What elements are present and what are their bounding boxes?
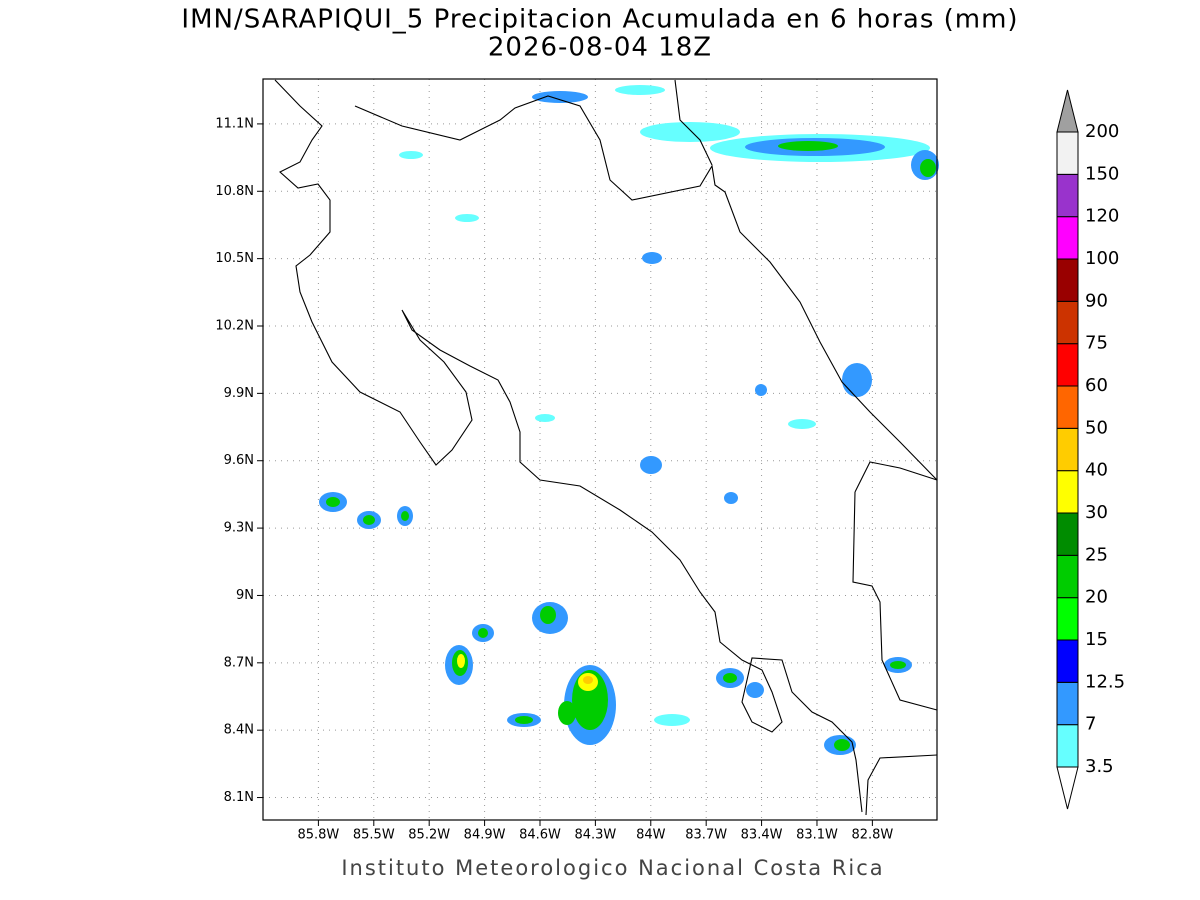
precip-area: [890, 661, 906, 669]
lat-tick-label: 8.4N: [224, 723, 254, 738]
colorbar-box: [1056, 681, 1079, 726]
colorbar-label: 12.5: [1085, 671, 1125, 692]
colorbar-label: 150: [1085, 163, 1119, 184]
precip-area: [540, 606, 556, 624]
footer: Instituto Meteorologico Nacional Costa R…: [341, 856, 884, 880]
lat-tick-label: 9.3N: [224, 521, 254, 536]
colorbar-label: 20: [1085, 587, 1108, 608]
precip-area: [535, 414, 555, 422]
precip-area: [788, 419, 816, 429]
lon-tick-label: 83.1W: [796, 828, 838, 843]
lat-tick-label: 10.5N: [215, 251, 254, 266]
colorbar-box: [1056, 470, 1079, 514]
colorbar-box: [1056, 512, 1079, 556]
colorbar-box: [1056, 300, 1079, 345]
colorbar-label: 25: [1085, 544, 1108, 565]
precip-area: [640, 456, 662, 474]
coastlines: [274, 79, 938, 816]
colorbar-box: [1056, 216, 1079, 260]
colorbar-label: 15: [1085, 629, 1108, 650]
colorbar-box: [1056, 639, 1079, 683]
precipitation-field: [319, 85, 939, 755]
lat-tick-label: 8.7N: [224, 655, 254, 670]
lat-tick-label: 9.9N: [224, 386, 254, 401]
precip-area: [532, 91, 588, 103]
colorbar-box: [1056, 554, 1079, 599]
colorbar-label: 200: [1085, 121, 1119, 142]
colorbar-label: 40: [1085, 460, 1108, 481]
colorbar-label: 30: [1085, 502, 1108, 523]
precip-area: [842, 363, 872, 397]
precip-area: [515, 716, 533, 724]
colorbar-label: 3.5: [1085, 756, 1114, 777]
precip-area: [455, 214, 479, 222]
precip-area: [363, 515, 375, 525]
precip-area: [723, 673, 737, 683]
colorbar-box: [1056, 385, 1079, 429]
precip-area: [778, 141, 838, 151]
lon-tick-label: 84.6W: [519, 828, 561, 843]
precip-area: [755, 384, 767, 396]
precip-area: [401, 511, 409, 521]
colorbar-box: [1056, 131, 1079, 175]
precip-area: [920, 159, 936, 177]
lat-tick-label: 10.2N: [215, 319, 254, 334]
map-subtitle: 2026-08-04 18Z: [488, 33, 712, 63]
colorbar-over: [1056, 89, 1079, 133]
lon-tick-label: 82.8W: [851, 828, 893, 843]
colorbar-box: [1056, 724, 1079, 768]
colorbar-box: [1056, 343, 1079, 387]
lat-tick-label: 11.1N: [215, 116, 254, 131]
axes: 85.8W 85.5W 85.2W 84.9W 84.6W 84.3W 84W 83.7W 83…: [215, 116, 893, 842]
precip-area: [558, 701, 576, 725]
colorbar-label: 100: [1085, 248, 1119, 269]
lon-tick-label: 84W: [636, 828, 666, 843]
precip-area: [746, 682, 764, 698]
precip-area: [640, 122, 740, 142]
colorbar-box: [1056, 597, 1079, 641]
lat-tick-label: 10.8N: [215, 184, 254, 199]
colorbar: 3.5 7 12.5 15 20 25 30 40 50 60 75 90 100 120 150 200: [1056, 89, 1125, 810]
lon-tick-label: 85.5W: [353, 828, 395, 843]
colorbar-under: [1056, 766, 1079, 810]
map-title: IMN/SARAPIQUI_5 Precipitacion Acumulada …: [181, 5, 1018, 35]
precip-area: [654, 714, 690, 726]
precip-area: [478, 628, 488, 638]
colorbar-label: 7: [1085, 714, 1096, 735]
coastline: [274, 79, 863, 813]
lat-tick-label: 9N: [236, 588, 254, 603]
map-frame: [262, 78, 938, 821]
colorbar-label: 50: [1085, 417, 1108, 438]
colorbar-label: 90: [1085, 290, 1108, 311]
colorbar-label: 120: [1085, 206, 1119, 227]
precip-area: [399, 151, 423, 159]
lon-tick-label: 85.8W: [297, 828, 339, 843]
border: [852, 461, 938, 816]
colorbar-box: [1056, 173, 1079, 218]
lon-tick-label: 83.7W: [685, 828, 727, 843]
precip-area: [834, 739, 850, 751]
coastline: [354, 95, 938, 481]
lon-tick-label: 85.2W: [408, 828, 450, 843]
precip-area: [326, 497, 340, 507]
border: [674, 79, 713, 166]
lon-tick-label: 84.3W: [574, 828, 616, 843]
precip-area: [583, 676, 593, 684]
lat-tick-label: 8.1N: [224, 790, 254, 805]
lon-tick-label: 84.9W: [464, 828, 506, 843]
colorbar-box: [1056, 258, 1079, 302]
colorbar-box: [1056, 427, 1079, 472]
colorbar-label: 75: [1085, 333, 1108, 354]
precip-area: [642, 252, 662, 264]
lon-tick-label: 83.4W: [741, 828, 783, 843]
precip-area: [724, 492, 738, 504]
precip-area: [457, 654, 465, 668]
colorbar-label: 60: [1085, 375, 1108, 396]
precip-area: [615, 85, 665, 95]
lat-tick-label: 9.6N: [224, 453, 254, 468]
